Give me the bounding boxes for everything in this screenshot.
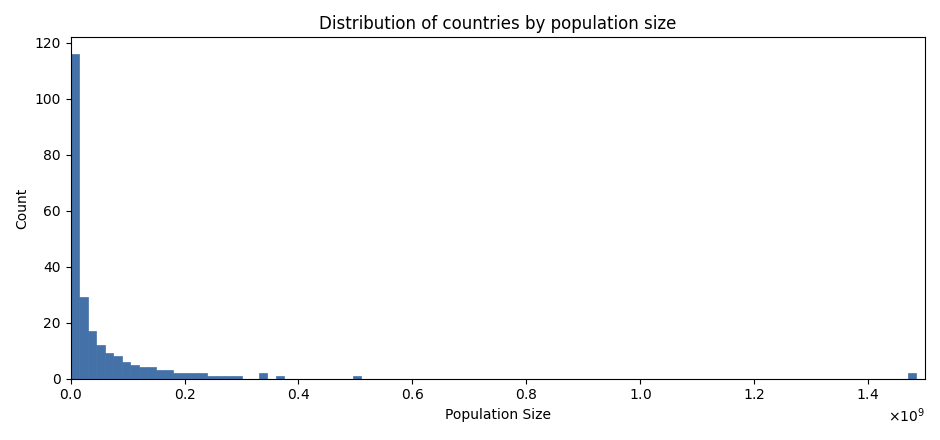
Bar [208,376,216,378]
Bar [258,373,267,378]
Bar [181,373,190,378]
Bar [190,373,198,378]
Bar [148,367,156,378]
Bar [70,54,79,378]
Bar [139,367,148,378]
Bar [198,373,208,378]
X-axis label: Population Size: Population Size [445,408,551,422]
Bar [216,376,225,378]
Bar [233,376,242,378]
Bar [87,331,96,378]
Bar [352,376,361,378]
Bar [173,373,181,378]
Y-axis label: Count: Count [15,187,29,228]
Bar [105,353,114,378]
Bar [114,356,122,378]
Bar [275,376,284,378]
Bar [96,345,105,378]
Bar [908,373,916,378]
Bar [131,364,139,378]
Bar [164,370,173,378]
Bar [79,297,87,378]
Bar [156,370,164,378]
Bar [122,362,131,378]
Title: Distribution of countries by population size: Distribution of countries by population … [320,15,677,33]
Bar [225,376,233,378]
